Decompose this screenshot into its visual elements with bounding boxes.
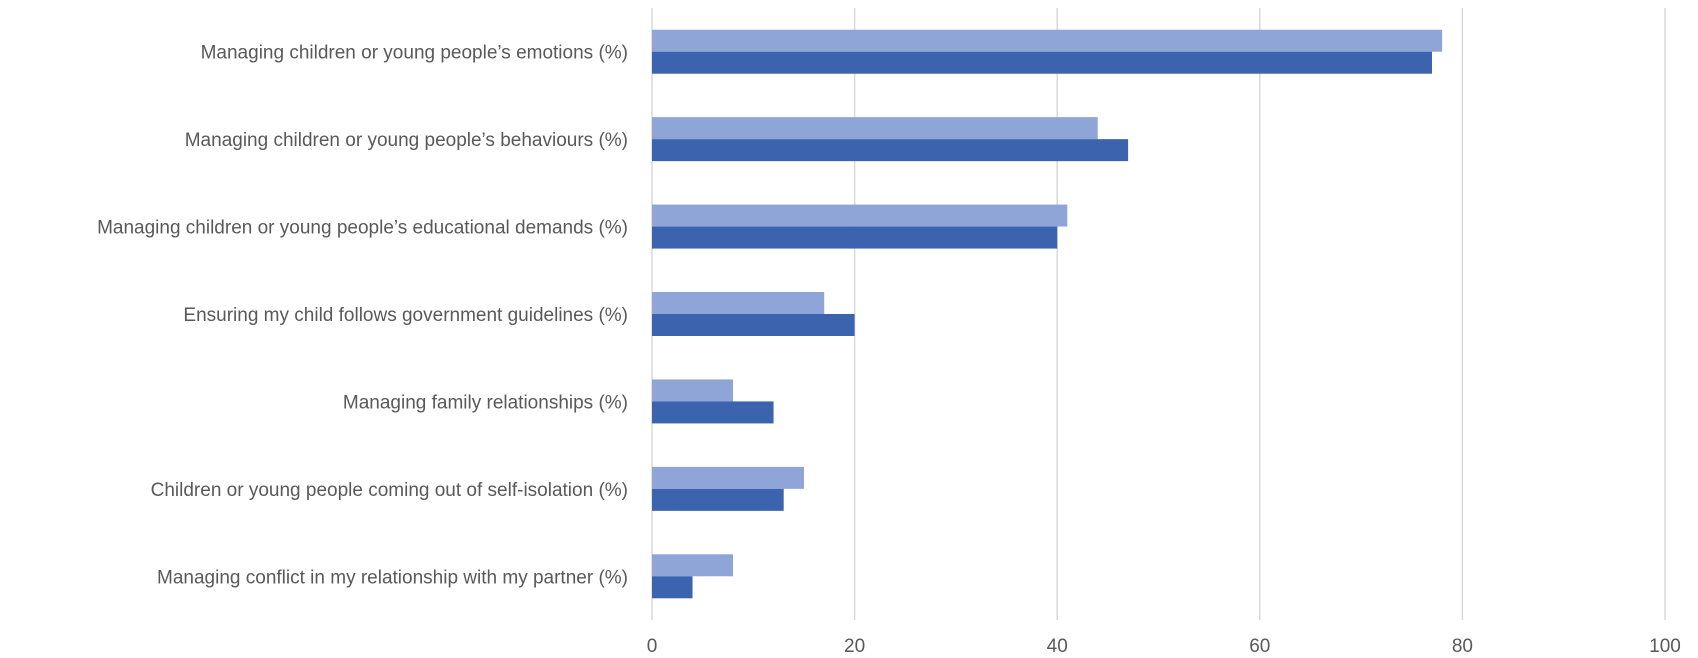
bar-series-1 <box>652 466 804 489</box>
bar-series-1 <box>652 117 1098 140</box>
category-label: Managing children or young people’s educ… <box>97 218 628 239</box>
gridlines <box>651 8 1666 620</box>
category-label: Managing family relationships (%) <box>343 392 628 413</box>
category-labels: Managing children or young people’s emot… <box>97 43 628 589</box>
bar-series-2 <box>652 401 774 424</box>
bars <box>652 29 1443 599</box>
x-tick-label: 60 <box>1249 636 1270 657</box>
bar-series-2 <box>652 314 855 336</box>
x-tick-label: 40 <box>1047 636 1068 657</box>
bar-series-2 <box>652 51 1433 74</box>
bar-series-1 <box>652 554 734 577</box>
x-tick-label: 100 <box>1649 636 1681 657</box>
category-label: Children or young people coming out of s… <box>151 480 628 501</box>
category-label: Managing children or young people’s beha… <box>185 130 628 151</box>
x-tick-label: 0 <box>647 636 658 657</box>
x-tick-label: 80 <box>1452 636 1473 657</box>
bar-series-1 <box>652 29 1443 52</box>
category-label: Managing children or young people’s emot… <box>201 43 628 64</box>
x-tick-label: 20 <box>844 636 865 657</box>
bar-series-2 <box>652 488 784 511</box>
bar-series-2 <box>652 226 1058 249</box>
x-axis-tick-labels: 0 20 40 60 80 100 <box>647 636 1681 657</box>
bar-series-1 <box>652 204 1068 227</box>
bar-series-2 <box>652 576 693 599</box>
category-label: Ensuring my child follows government gui… <box>183 305 628 326</box>
bar-series-2 <box>652 139 1129 162</box>
category-label: Managing conflict in my relationship wit… <box>157 567 628 588</box>
bar-series-1 <box>652 292 825 314</box>
bar-series-1 <box>652 379 734 402</box>
